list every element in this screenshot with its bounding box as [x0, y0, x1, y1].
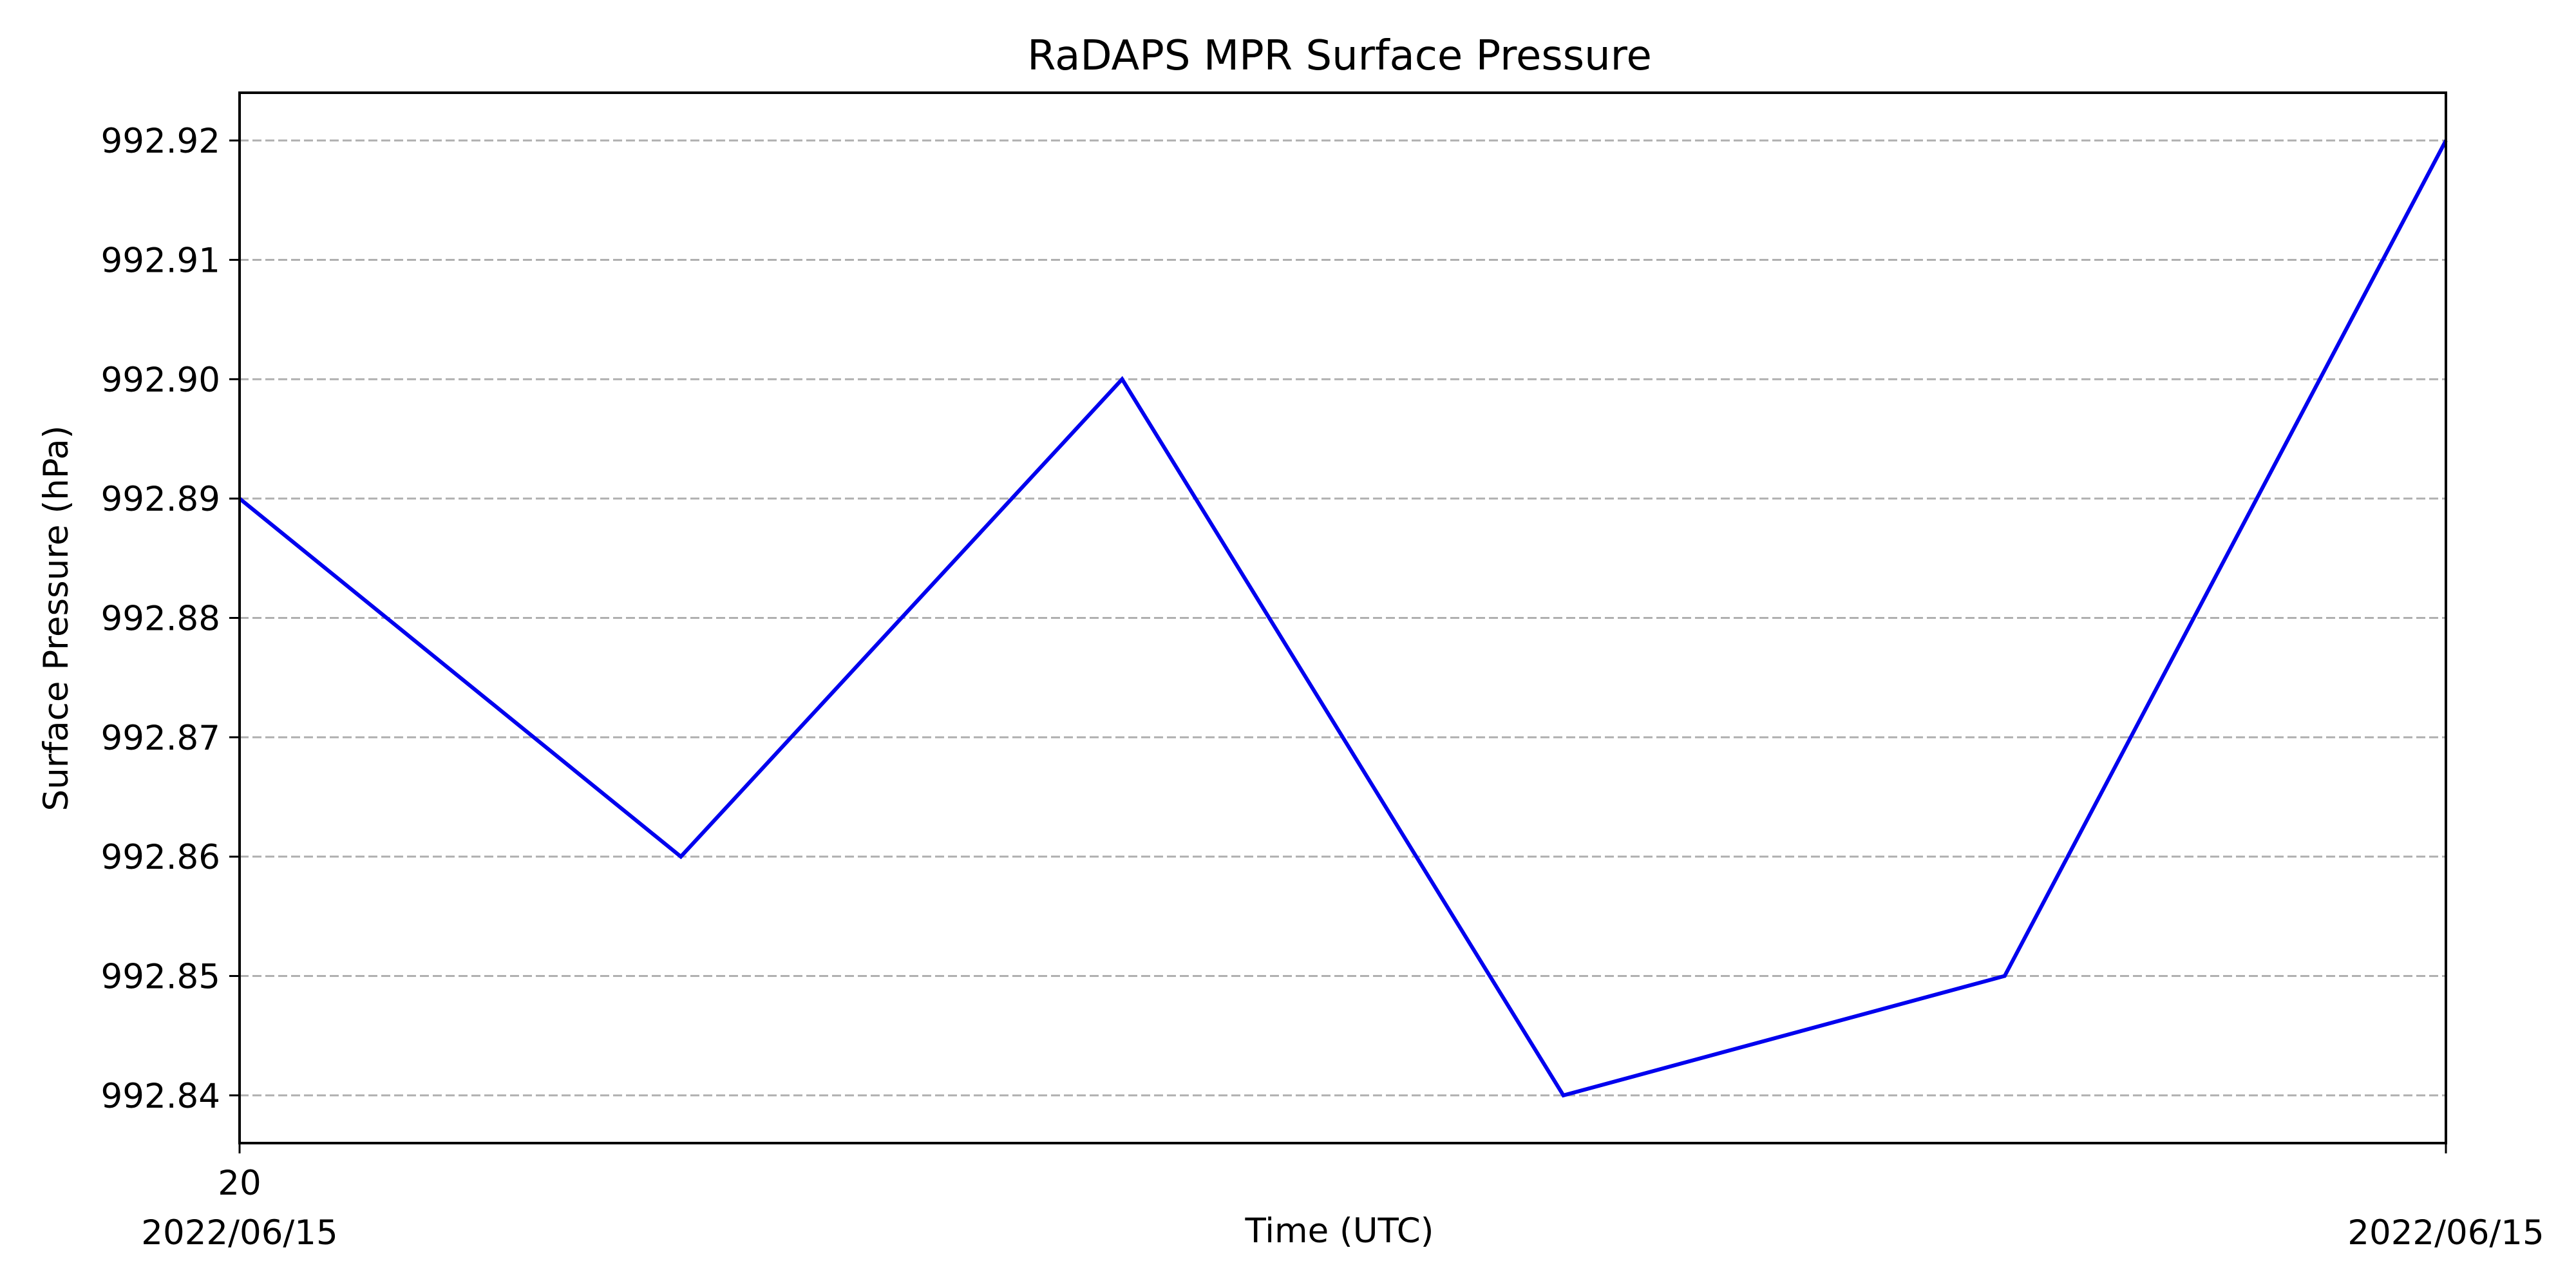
x-tick-label-0-0: 20	[218, 1164, 261, 1203]
chart-title: RaDAPS MPR Surface Pressure	[1027, 32, 1652, 80]
y-tick-label-4: 992.88	[101, 600, 220, 639]
y-tick-label-0: 992.84	[101, 1077, 220, 1116]
series-layer	[238, 139, 2448, 1098]
y-tick-label-1: 992.85	[101, 958, 220, 997]
y-ticks: 992.84 992.85 992.86 992.87 992.88 992.89 992.…	[101, 122, 240, 1116]
y-tick-label-7: 992.91	[101, 241, 220, 280]
y-tick-label-3: 992.87	[101, 719, 220, 758]
x-axis-label: Time (UTC)	[1245, 1211, 1434, 1251]
y-tick-label-2: 992.86	[101, 838, 220, 877]
y-tick-label-6: 992.90	[101, 361, 220, 400]
x-tick-label-0-1: 2022/06/15	[141, 1213, 337, 1253]
y-axis-label: Surface Pressure (hPa)	[37, 426, 76, 811]
grid-lines	[240, 139, 2446, 1097]
series-line-0	[238, 139, 2448, 1098]
x-tick-label-1-1: 2022/06/15	[2347, 1213, 2544, 1253]
y-tick-label-5: 992.89	[101, 480, 220, 519]
x-ticks: 20 2022/06/15 2022/06/15	[141, 1143, 2544, 1253]
y-tick-label-8: 992.92	[101, 122, 220, 161]
